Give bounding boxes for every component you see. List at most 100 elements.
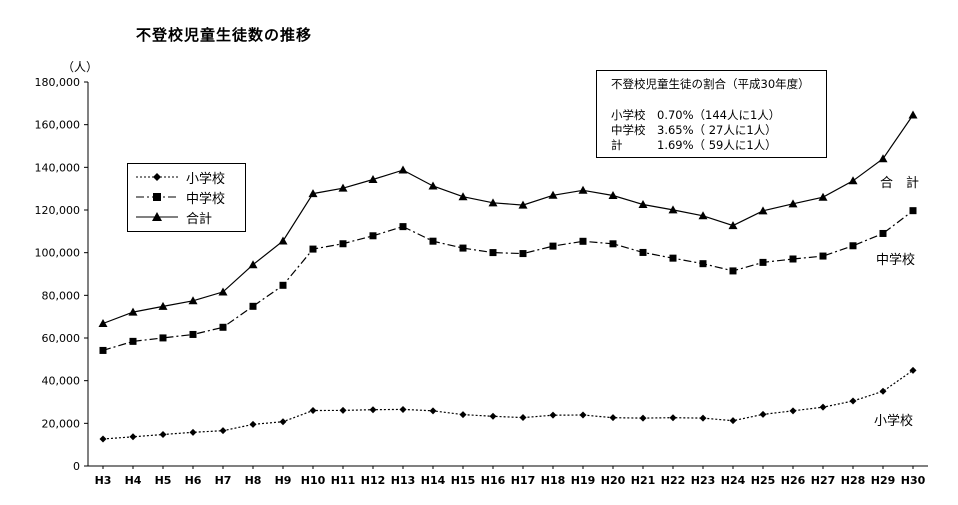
data-point-0-H12 [369, 406, 377, 414]
infobox-row-junior: 中学校 3.65%（ 27人に1人） [611, 123, 777, 137]
data-point-2-H22 [668, 205, 678, 214]
infobox-row-total: 計 1.69%（ 59人に1人） [611, 138, 777, 152]
data-point-2-H10 [308, 189, 318, 198]
data-point-0-H9 [279, 418, 287, 426]
data-point-0-H14 [429, 407, 437, 415]
data-point-1-H29 [879, 229, 887, 237]
data-point-0-H30 [909, 366, 917, 374]
data-point-2-H19 [578, 185, 588, 194]
data-point-1-H10 [309, 245, 317, 253]
data-point-0-H18 [549, 411, 557, 419]
data-point-0-H13 [399, 405, 407, 413]
data-point-1-H26 [789, 255, 797, 263]
data-point-1-H7 [219, 323, 227, 331]
data-point-2-H30 [908, 110, 918, 119]
data-point-0-H17 [519, 414, 527, 422]
infobox-row-elementary: 小学校 0.70%（144人に1人） [611, 108, 781, 122]
x-tick-label: H18 [541, 474, 566, 487]
data-point-0-H25 [759, 410, 767, 418]
data-point-2-H25 [758, 206, 768, 215]
x-tick-label: H5 [155, 474, 172, 487]
ratio-infobox: 不登校児童生徒の割合（平成30年度） 小学校 0.70%（144人に1人） 中学… [596, 70, 827, 158]
data-point-2-H26 [788, 199, 798, 208]
data-point-1-H28 [849, 242, 857, 250]
data-point-2-H8 [248, 260, 258, 269]
x-tick-label: H9 [275, 474, 292, 487]
x-tick-label: H3 [95, 474, 112, 487]
x-tick-label: H28 [841, 474, 866, 487]
x-tick-label: H27 [811, 474, 836, 487]
x-tick-label: H17 [511, 474, 536, 487]
data-point-2-H4 [128, 307, 138, 316]
x-tick-label: H22 [661, 474, 686, 487]
infobox-title: 不登校児童生徒の割合（平成30年度） [611, 77, 810, 91]
series-label-elementary: 小学校 [874, 414, 914, 429]
data-point-1-H14 [429, 237, 437, 245]
data-point-1-H3 [99, 346, 107, 354]
x-tick-label: H16 [481, 474, 506, 487]
data-point-0-H19 [579, 411, 587, 419]
data-point-1-H13 [399, 223, 407, 231]
data-point-1-H18 [549, 242, 557, 250]
data-point-0-H22 [669, 414, 677, 422]
data-point-0-H21 [639, 414, 647, 422]
x-tick-label: H26 [781, 474, 806, 487]
data-point-1-H21 [639, 248, 647, 256]
series-line-0 [102, 369, 914, 440]
series-label-junior: 中学校 [876, 253, 916, 268]
y-axis-unit: （人） [62, 60, 99, 74]
x-tick-label: H23 [691, 474, 716, 487]
chart-title: 不登校児童生徒数の推移 [136, 26, 313, 44]
series-label-total: 合 計 [880, 176, 920, 191]
data-point-1-H15 [459, 244, 467, 252]
legend-label-junior: 中学校 [186, 192, 226, 207]
data-point-2-H27 [818, 192, 828, 201]
y-tick-label: 120,000 [35, 204, 81, 217]
data-point-2-H16 [488, 198, 498, 207]
data-point-0-H10 [309, 406, 317, 414]
data-point-2-H28 [848, 176, 858, 185]
data-point-1-H25 [759, 258, 767, 266]
data-point-1-H23 [699, 260, 707, 268]
x-tick-label: H14 [421, 474, 446, 487]
data-point-2-H6 [188, 296, 198, 305]
data-point-0-H23 [699, 414, 707, 422]
data-point-2-H23 [698, 211, 708, 220]
data-point-1-H9 [279, 281, 287, 289]
y-tick-label: 60,000 [42, 332, 81, 345]
data-point-1-H16 [489, 249, 497, 257]
x-tick-label: H30 [901, 474, 926, 487]
data-point-0-H11 [339, 406, 347, 414]
data-point-2-H21 [638, 200, 648, 209]
data-point-1-H24 [729, 267, 737, 275]
x-tick-label: H20 [601, 474, 626, 487]
data-point-2-H14 [428, 181, 438, 190]
data-point-0-H3 [99, 435, 107, 443]
data-point-2-H17 [518, 200, 528, 209]
x-tick-label: H24 [721, 474, 746, 487]
y-tick-label: 40,000 [42, 375, 81, 388]
x-tick-label: H7 [215, 474, 232, 487]
data-point-1-H19 [579, 237, 587, 245]
data-point-1-H17 [519, 250, 527, 258]
data-point-0-H29 [879, 387, 887, 395]
data-point-2-H9 [278, 236, 288, 245]
data-point-0-H8 [249, 420, 257, 428]
data-point-0-H4 [129, 433, 137, 441]
data-point-1-H11 [339, 240, 347, 248]
data-point-0-H24 [729, 417, 737, 425]
data-point-2-H7 [218, 287, 228, 296]
data-point-2-H12 [368, 175, 378, 184]
data-point-2-H15 [458, 192, 468, 201]
x-tick-label: H6 [185, 474, 202, 487]
y-tick-label: 140,000 [35, 161, 81, 174]
x-tick-label: H19 [571, 474, 596, 487]
y-tick-label: 180,000 [35, 76, 81, 89]
data-point-2-H18 [548, 190, 558, 199]
x-tick-label: H11 [331, 474, 356, 487]
x-tick-label: H12 [361, 474, 386, 487]
series-lines [98, 110, 918, 443]
y-tick-label: 80,000 [42, 289, 81, 302]
data-point-0-H7 [219, 427, 227, 435]
